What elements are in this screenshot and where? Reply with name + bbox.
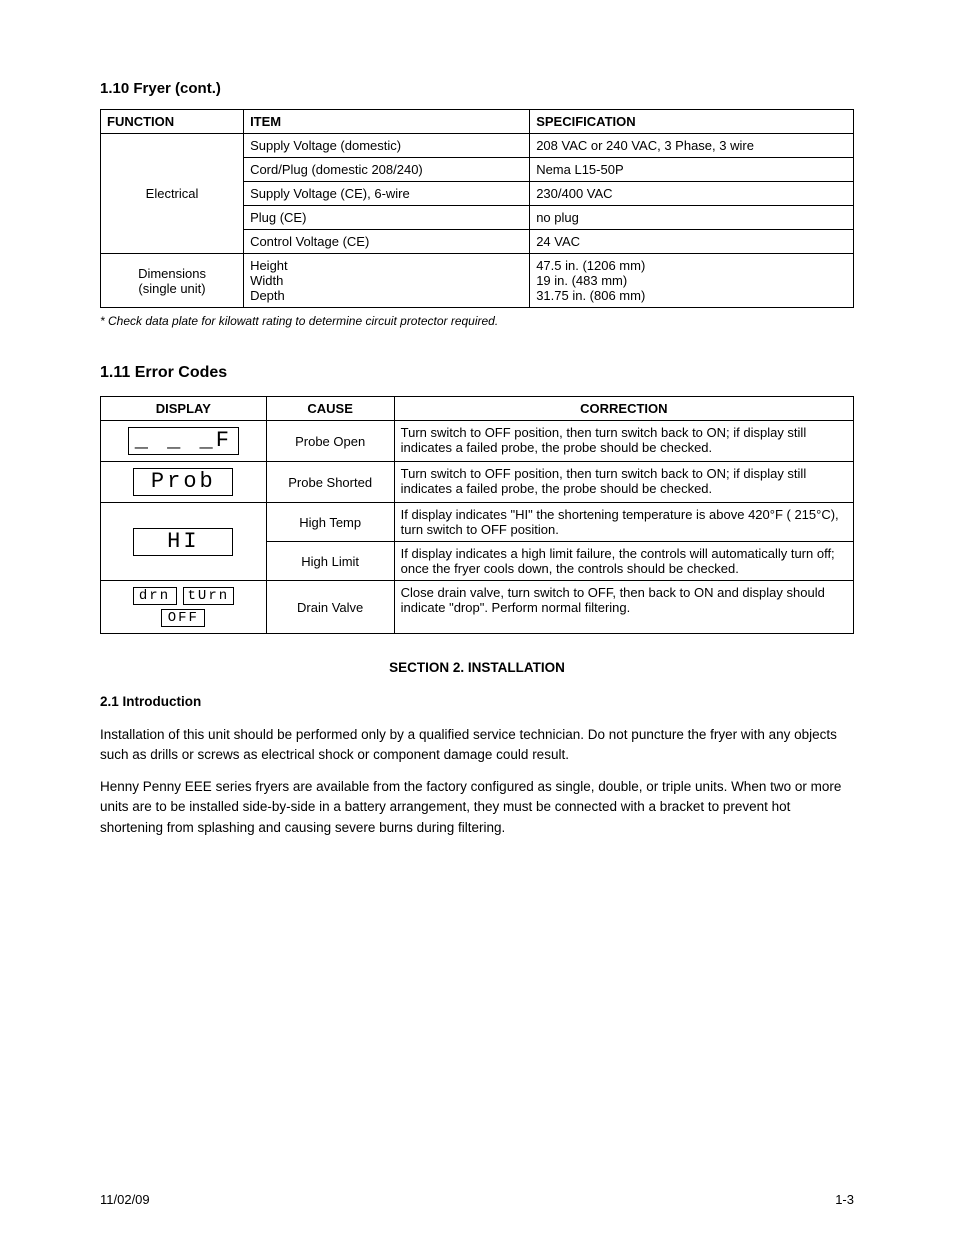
- lcd-display-small: tUrn: [183, 587, 235, 605]
- table-header-row: FUNCTION ITEM SPECIFICATION: [101, 110, 854, 134]
- cell-spec: 208 VAC or 240 VAC, 3 Phase, 3 wire: [530, 134, 854, 158]
- footer-date: 11/02/09: [100, 1192, 150, 1207]
- cell-item: Height Width Depth: [244, 254, 530, 308]
- table-row: Dimensions (single unit) Height Width De…: [101, 254, 854, 308]
- fix-cell: If display indicates a high limit failur…: [394, 542, 853, 581]
- col-function: FUNCTION: [101, 110, 244, 134]
- table-note: * Check data plate for kilowatt rating t…: [100, 314, 854, 328]
- table-row: HI High Temp If display indicates "HI" t…: [101, 503, 854, 542]
- table-row: drn tUrn OFF Drain Valve Close drain val…: [101, 581, 854, 634]
- error-codes-table: DISPLAY CAUSE CORRECTION _ _ _F Probe Op…: [100, 396, 854, 634]
- lcd-display-small: drn: [133, 587, 177, 605]
- col-display: DISPLAY: [101, 397, 267, 421]
- lcd-display-small: OFF: [161, 609, 205, 627]
- cell-item: Cord/Plug (domestic 208/240): [244, 158, 530, 182]
- fix-cell: If display indicates "HI" the shortening…: [394, 503, 853, 542]
- table-row: _ _ _F Probe Open Turn switch to OFF pos…: [101, 421, 854, 462]
- intro-label: 2.1 Introduction: [100, 692, 854, 712]
- display-cell: Prob: [101, 462, 267, 503]
- cause-cell: High Temp: [266, 503, 394, 542]
- fix-cell: Turn switch to OFF position, then turn s…: [394, 462, 853, 503]
- cell-spec: Nema L15-50P: [530, 158, 854, 182]
- page-footer: 11/02/09 1-3: [100, 1192, 854, 1207]
- cause-cell: Probe Shorted: [266, 462, 394, 503]
- cell-spec: no plug: [530, 206, 854, 230]
- cause-cell: Probe Open: [266, 421, 394, 462]
- specifications-table: FUNCTION ITEM SPECIFICATION Electrical S…: [100, 109, 854, 308]
- cell-spec: 24 VAC: [530, 230, 854, 254]
- lcd-display: _ _ _F: [128, 427, 239, 455]
- cell-item: Supply Voltage (CE), 6-wire: [244, 182, 530, 206]
- col-item: ITEM: [244, 110, 530, 134]
- lcd-display: HI: [133, 528, 233, 556]
- table-row: Prob Probe Shorted Turn switch to OFF po…: [101, 462, 854, 503]
- col-correction: CORRECTION: [394, 397, 853, 421]
- section-heading: SECTION 2. INSTALLATION: [100, 658, 854, 678]
- table-header-row: DISPLAY CAUSE CORRECTION: [101, 397, 854, 421]
- display-cell: drn tUrn OFF: [101, 581, 267, 634]
- col-specification: SPECIFICATION: [530, 110, 854, 134]
- fix-cell: Turn switch to OFF position, then turn s…: [394, 421, 853, 462]
- display-cell: HI: [101, 503, 267, 581]
- cell-item: Supply Voltage (domestic): [244, 134, 530, 158]
- section-title-error-codes: 1.11 Error Codes: [100, 364, 854, 382]
- body-paragraph: Henny Penny EEE series fryers are availa…: [100, 777, 854, 838]
- cell-spec: 230/400 VAC: [530, 182, 854, 206]
- cell-item: Plug (CE): [244, 206, 530, 230]
- cause-cell: High Limit: [266, 542, 394, 581]
- footer-page: 1-3: [835, 1192, 854, 1207]
- body-paragraph: Installation of this unit should be perf…: [100, 725, 854, 766]
- table-row: Electrical Supply Voltage (domestic) 208…: [101, 134, 854, 158]
- cell-item: Control Voltage (CE): [244, 230, 530, 254]
- cell-spec: 47.5 in. (1206 mm) 19 in. (483 mm) 31.75…: [530, 254, 854, 308]
- fix-cell: Close drain valve, turn switch to OFF, t…: [394, 581, 853, 634]
- display-cell: _ _ _F: [101, 421, 267, 462]
- cause-cell: Drain Valve: [266, 581, 394, 634]
- group-dimensions: Dimensions (single unit): [101, 254, 244, 308]
- section-label: 1.10 Fryer (cont.): [100, 80, 854, 97]
- col-cause: CAUSE: [266, 397, 394, 421]
- lcd-display: Prob: [133, 468, 233, 496]
- body-section: SECTION 2. INSTALLATION 2.1 Introduction…: [100, 658, 854, 838]
- group-electrical: Electrical: [101, 134, 244, 254]
